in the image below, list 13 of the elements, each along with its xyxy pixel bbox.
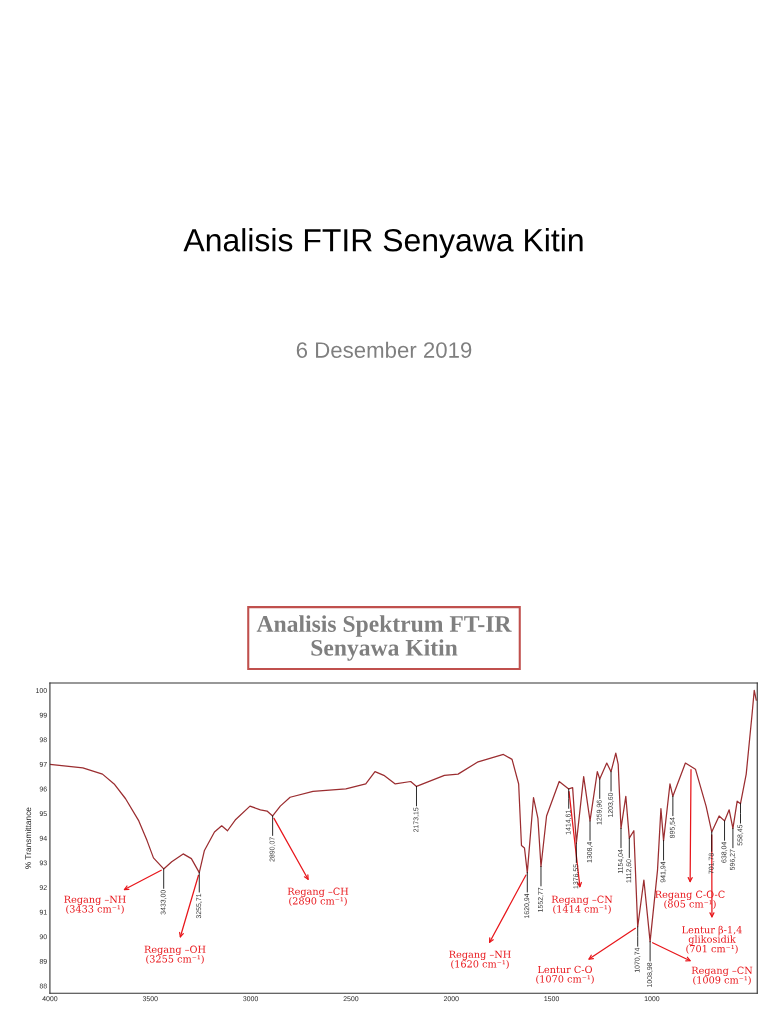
chart-title: Analisis FTIR Senyawa Kitin <box>183 228 583 258</box>
line-series <box>49 689 757 943</box>
annotation: Regang –NH (1620 cm⁻¹) <box>449 950 511 969</box>
annotation: Lentur C-O (1070 cm⁻¹) <box>536 965 594 984</box>
chart-subtitle: 6 Desember 2019 <box>296 341 472 358</box>
y-axis-title: % Transmittance <box>25 807 32 869</box>
annotation: Regang –OH (3255 cm⁻¹) <box>144 945 206 964</box>
annotation: Regang –CN (1009 cm⁻¹) <box>691 966 753 985</box>
annotation: Regang –NH (3433 cm⁻¹) <box>64 895 126 914</box>
annotation: Lentur β-1,4 glikosidik (701 cm⁻¹) <box>682 925 742 954</box>
annotation: Regang –CH (2890 cm⁻¹) <box>287 887 349 906</box>
annotation: Regang –CN (1414 cm⁻¹) <box>551 895 613 914</box>
text: Analisis Spektrum FT-IR Senyawa Kitin <box>256 615 512 661</box>
